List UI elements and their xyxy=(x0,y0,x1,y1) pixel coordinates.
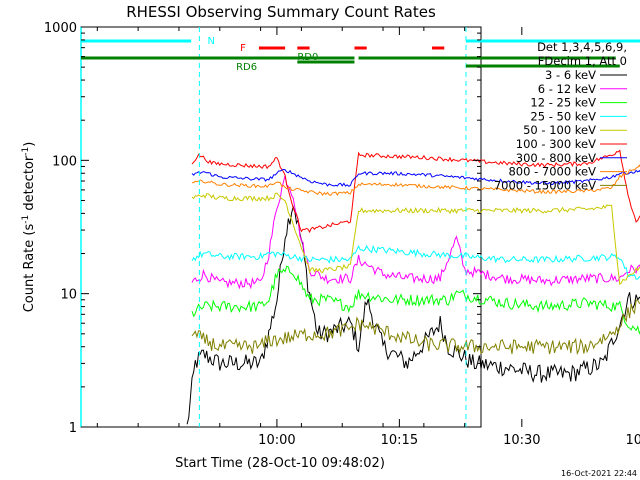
legend-label-1: 3 - 6 keV xyxy=(545,68,596,82)
series-line-2 xyxy=(191,175,640,290)
y-tick-label: 1 xyxy=(69,421,77,436)
y-tick-label: 1000 xyxy=(44,21,77,36)
y-label-end: ) xyxy=(22,142,37,147)
legend-label-5: 50 - 100 keV xyxy=(523,123,596,137)
legend-label-8: 800 - 7000 keV xyxy=(508,165,596,179)
legend-header-1: Det 1,3,4,5,6,9, xyxy=(537,40,627,54)
series-line-1 xyxy=(186,205,640,425)
legend-label-2: 6 - 12 keV xyxy=(538,82,596,96)
x-tick-label: 10:00 xyxy=(258,433,295,448)
timestamp: 16-Oct-2021 22:44 xyxy=(561,469,637,478)
x-tick-label: 10:45 xyxy=(626,433,640,448)
series-line-4 xyxy=(191,244,640,280)
night-label: N xyxy=(208,36,215,47)
legend-label-9: 7000 - 15000 keV xyxy=(494,178,596,192)
series-line-8 xyxy=(191,164,640,196)
chart-title: RHESSI Observing Summary Count Rates xyxy=(126,3,436,21)
legend-label-7: 300 - 800 keV xyxy=(516,151,596,165)
flare-label: F xyxy=(240,43,246,54)
y-label-sup2: -1 xyxy=(21,147,31,156)
rd0-label: RD0 xyxy=(297,52,318,63)
legend-label-3: 12 - 25 keV xyxy=(530,96,596,110)
x-axis-label: Start Time (28-Oct-10 09:48:02) xyxy=(175,456,385,471)
y-label-main: Count Rate (s xyxy=(22,224,37,313)
legend-label-4: 25 - 50 keV xyxy=(530,109,596,123)
series-line-3 xyxy=(191,265,640,335)
annotation-layer: N F RD0 RD6 xyxy=(80,27,640,427)
series-line-5 xyxy=(191,192,640,286)
y-axis-label: Count Rate (s-1 detector-1) xyxy=(21,142,37,313)
x-tick-label: 10:30 xyxy=(503,433,540,448)
y-tick-label: 10 xyxy=(60,288,77,303)
y-label-sup1: -1 xyxy=(21,215,31,224)
legend-header-2: FDecim 1, Att 0 xyxy=(538,54,627,68)
series-layer xyxy=(186,149,640,425)
series-line-7 xyxy=(191,168,640,187)
series-line-9 xyxy=(191,299,640,356)
y-label-mid: detector xyxy=(22,155,37,215)
series-line-6 xyxy=(191,149,640,234)
x-tick-label: 10:15 xyxy=(381,433,418,448)
legend: Det 1,3,4,5,6,9, FDecim 1, Att 0 3 - 6 k… xyxy=(494,40,627,192)
y-tick-label: 100 xyxy=(52,154,77,169)
legend-label-6: 100 - 300 keV xyxy=(516,137,596,151)
plot-frame xyxy=(80,26,482,428)
rd6-label: RD6 xyxy=(236,62,257,73)
